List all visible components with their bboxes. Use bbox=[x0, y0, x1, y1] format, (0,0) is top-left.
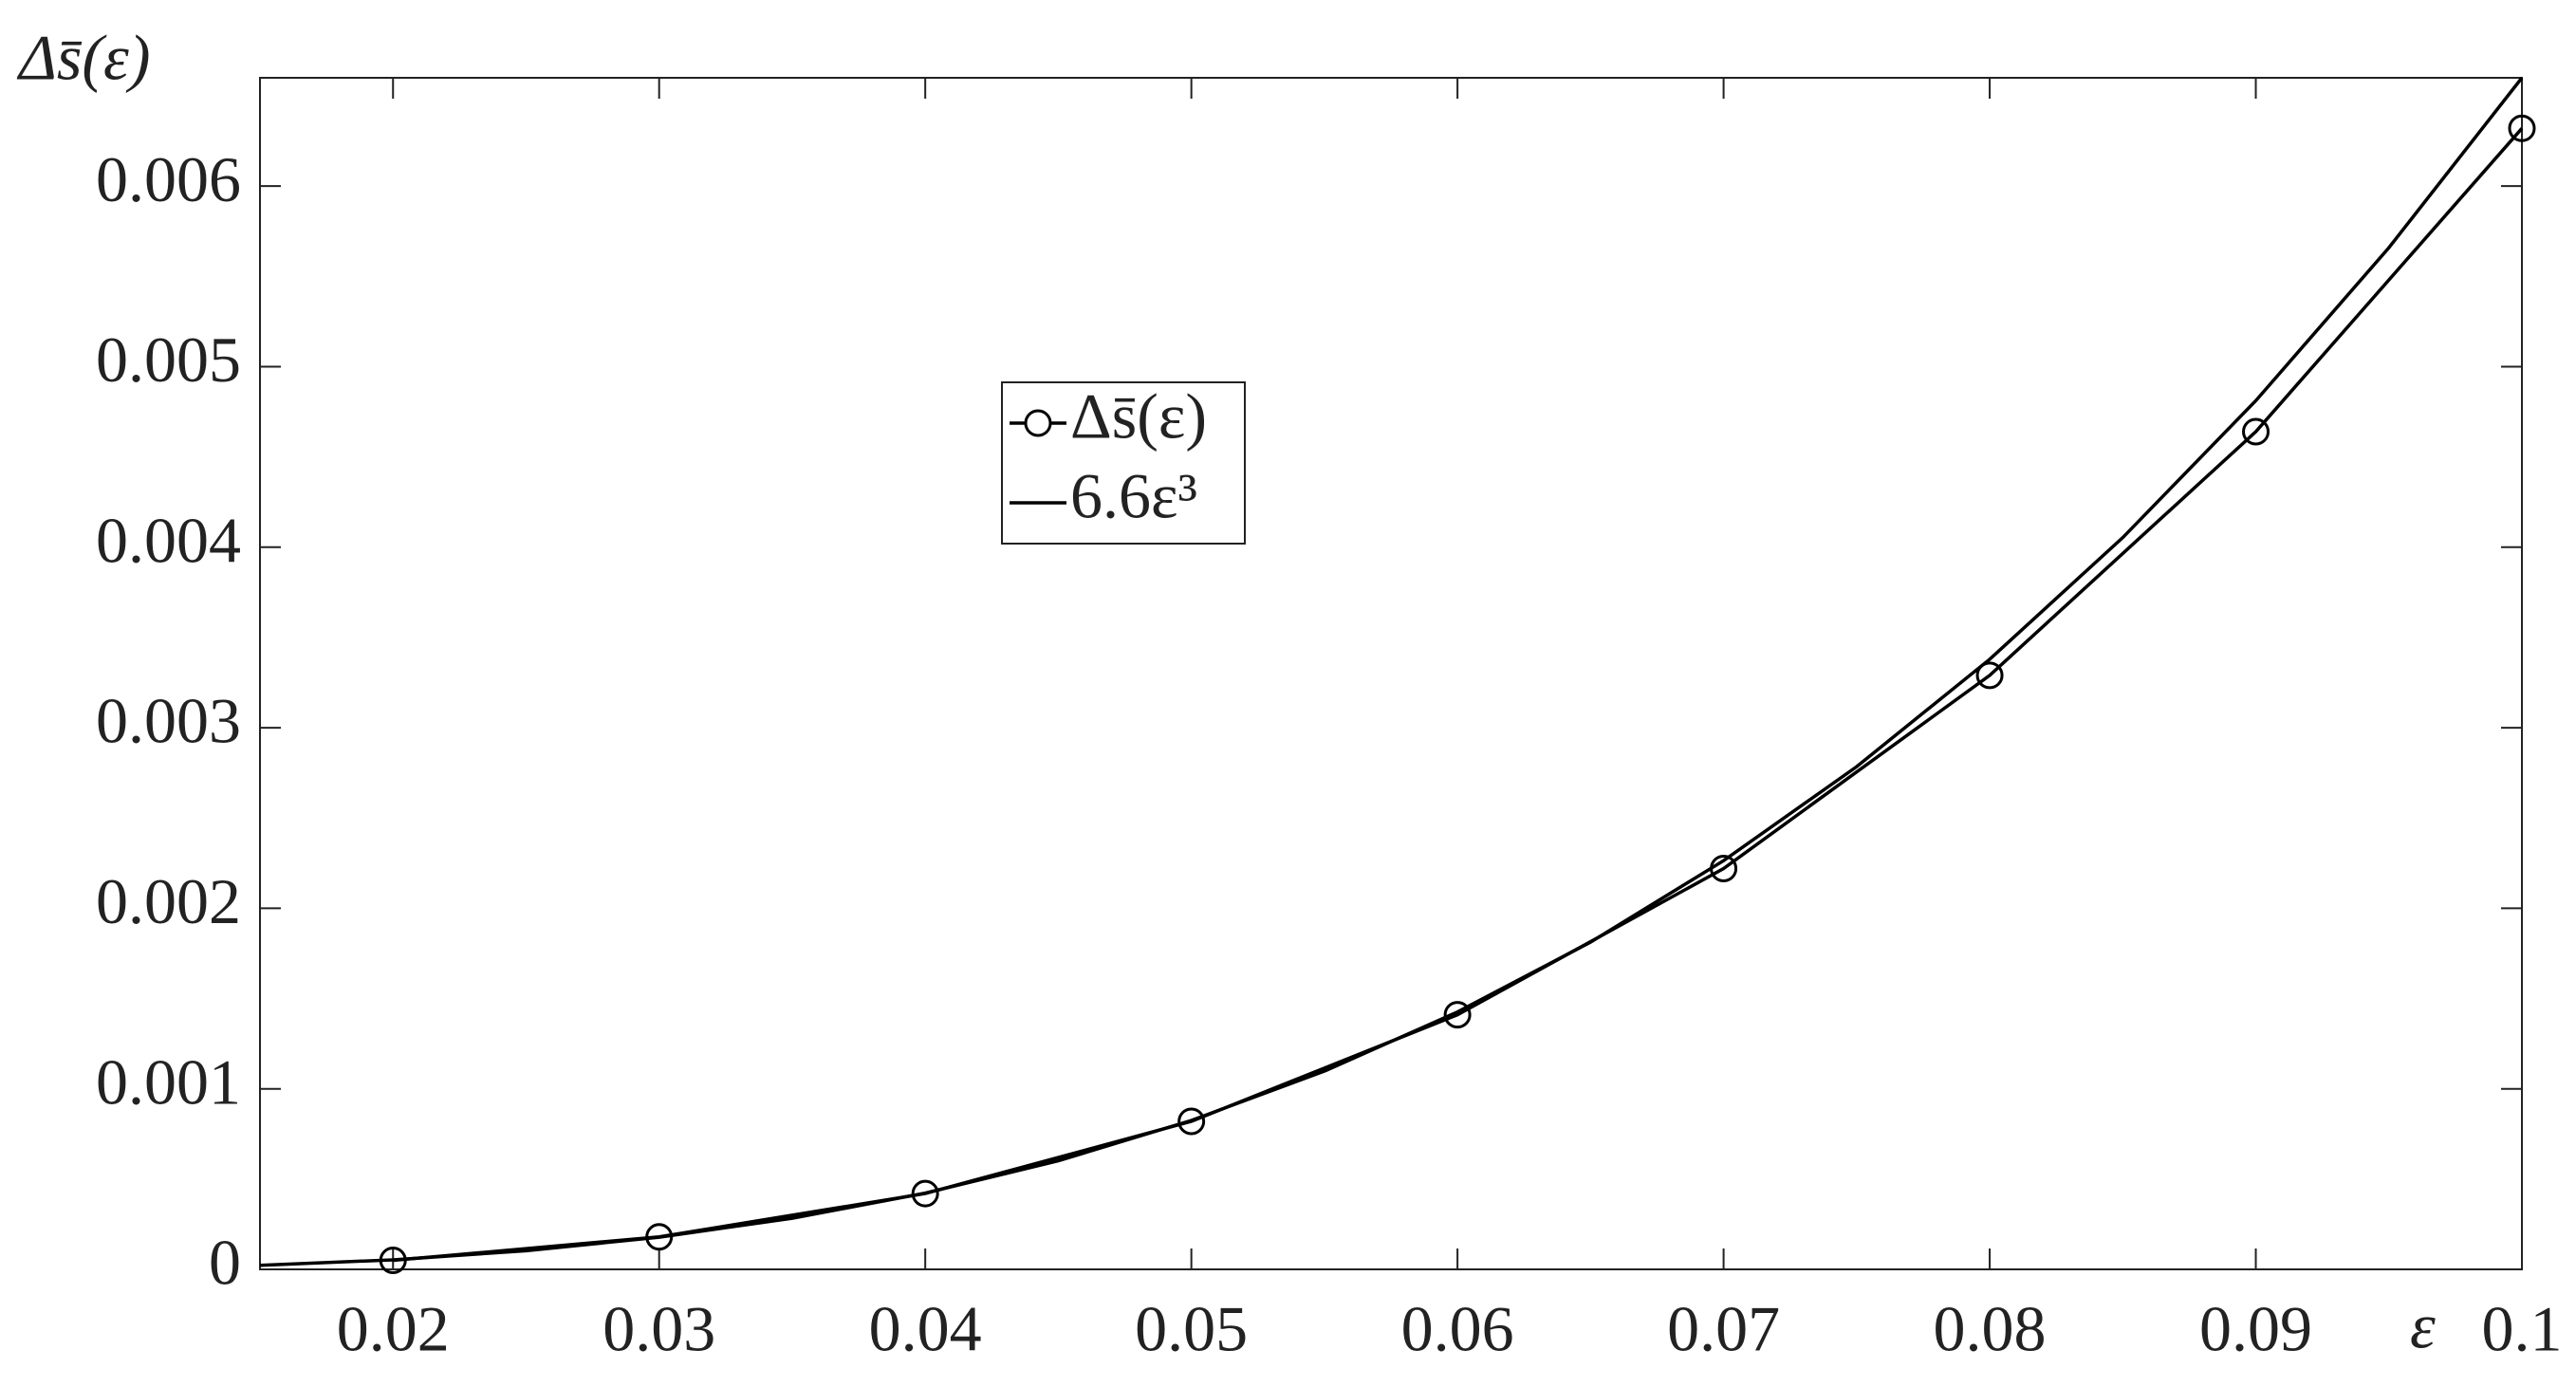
data-point bbox=[2242, 417, 2270, 446]
x-tick-label: 0.1 bbox=[2482, 1293, 2563, 1365]
data-point bbox=[1975, 661, 2004, 690]
y-tick-label: 0.004 bbox=[96, 504, 241, 576]
x-axis-label: ε bbox=[2410, 1290, 2436, 1362]
x-tick-label: 0.02 bbox=[337, 1293, 450, 1365]
data-point bbox=[1443, 1001, 1472, 1029]
y-tick-label: 0.002 bbox=[96, 865, 241, 937]
x-tick-label: 0.07 bbox=[1667, 1293, 1780, 1365]
x-tick-label: 0.06 bbox=[1401, 1293, 1514, 1365]
x-tick-label: 0.08 bbox=[1934, 1293, 2047, 1365]
y-tick-label: 0.001 bbox=[96, 1045, 241, 1118]
x-tick-label: 0.05 bbox=[1135, 1293, 1248, 1365]
x-tick-label: 0.03 bbox=[602, 1293, 715, 1365]
series-line bbox=[393, 127, 2524, 1263]
y-tick-label: 0 bbox=[209, 1227, 241, 1299]
legend-label: 6.6ε³ bbox=[1070, 460, 1197, 532]
legend-label: Δs̄(ε) bbox=[1070, 380, 1207, 453]
plot-frame bbox=[259, 77, 2523, 1270]
y-axis-label: Δs̄(ε) bbox=[16, 22, 150, 94]
series-line bbox=[259, 76, 2524, 1267]
data-point bbox=[2508, 114, 2536, 142]
x-tick-label: 0.09 bbox=[2199, 1293, 2312, 1365]
y-tick-label: 0.006 bbox=[96, 143, 241, 215]
y-tick-label: 0.003 bbox=[96, 685, 241, 757]
y-tick-label: 0.005 bbox=[96, 324, 241, 396]
data-point bbox=[911, 1179, 939, 1208]
data-point bbox=[1177, 1107, 1206, 1136]
legend-marker bbox=[1024, 409, 1052, 437]
legend-box bbox=[1001, 381, 1246, 545]
x-tick-label: 0.04 bbox=[869, 1293, 982, 1365]
